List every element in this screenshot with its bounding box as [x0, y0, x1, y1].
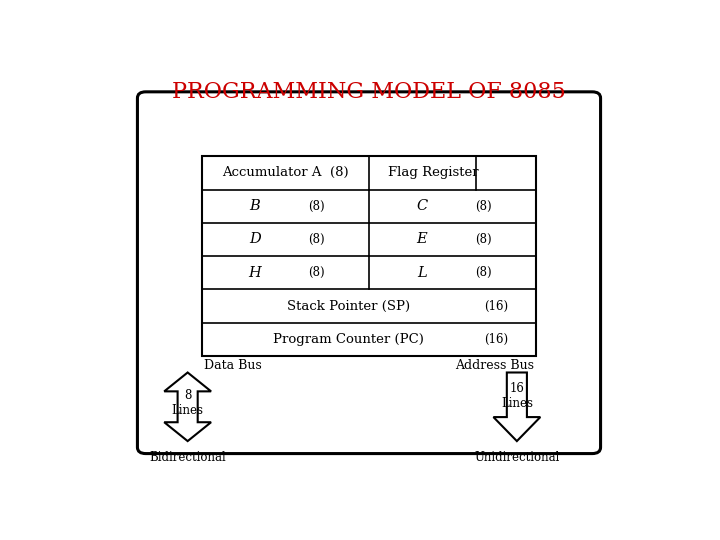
FancyBboxPatch shape	[138, 92, 600, 454]
Text: (8): (8)	[475, 233, 492, 246]
Text: Data Bus: Data Bus	[204, 359, 262, 372]
Text: (8): (8)	[307, 200, 324, 213]
Polygon shape	[164, 373, 211, 441]
Text: H: H	[248, 266, 261, 280]
Text: E: E	[417, 232, 428, 246]
Text: (16): (16)	[484, 333, 508, 346]
Text: (8): (8)	[475, 266, 492, 279]
Text: (8): (8)	[307, 266, 324, 279]
Text: (8): (8)	[475, 200, 492, 213]
Text: Stack Pointer (SP): Stack Pointer (SP)	[287, 300, 410, 313]
Text: 16
Lines: 16 Lines	[501, 382, 533, 410]
Text: Unidirectional: Unidirectional	[474, 451, 559, 464]
Text: L: L	[417, 266, 427, 280]
Text: (8): (8)	[307, 233, 324, 246]
Text: (16): (16)	[484, 300, 508, 313]
Text: B: B	[249, 199, 260, 213]
Text: Accumulator A  (8): Accumulator A (8)	[222, 166, 348, 179]
Text: Flag Register: Flag Register	[388, 166, 479, 179]
Text: Program Counter (PC): Program Counter (PC)	[274, 333, 424, 346]
Bar	[202, 156, 536, 356]
Text: Address Bus: Address Bus	[454, 359, 534, 372]
Text: Bidirectional: Bidirectional	[149, 451, 226, 464]
Text: D: D	[248, 232, 261, 246]
Polygon shape	[493, 373, 540, 441]
Text: PROGRAMMING MODEL OF 8085: PROGRAMMING MODEL OF 8085	[172, 81, 566, 103]
Text: C: C	[416, 199, 428, 213]
Text: 8
Lines: 8 Lines	[171, 389, 204, 417]
